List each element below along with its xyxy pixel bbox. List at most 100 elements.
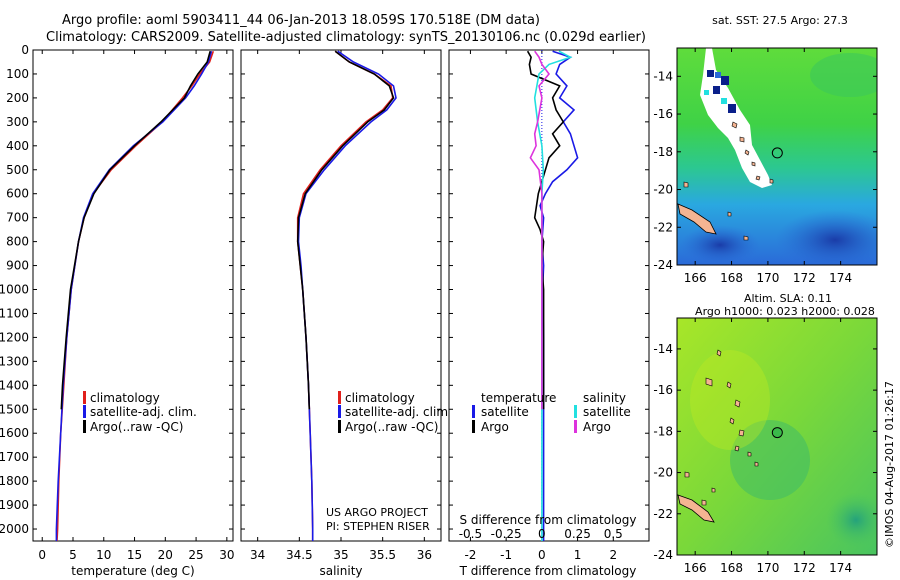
island-new-caledonia xyxy=(677,494,715,523)
sla-low-patch xyxy=(826,492,877,548)
legend-swatch-t-argo xyxy=(472,420,475,433)
figure-title-line-1: Argo profile: aoml 5903411_44 06-Jan-201… xyxy=(62,13,540,28)
x-tick-label: 15 xyxy=(127,548,142,562)
sla-map-title: Altim. SLA: 0.11 xyxy=(744,292,832,305)
lon-tick-label: 170 xyxy=(756,271,779,285)
sst-cool-patch xyxy=(680,225,760,265)
sst-no-data-mask xyxy=(700,48,772,188)
legend-swatch-climatology xyxy=(83,391,86,404)
x-tick-label: 20 xyxy=(158,548,173,562)
legend-label-argo: Argo(..raw -QC) xyxy=(90,420,183,434)
y-tick-label: 1900 xyxy=(0,498,29,512)
sla-map-subtitle: Argo h1000: 0.023 h2000: 0.028 xyxy=(695,305,875,318)
lon-tick-label: 172 xyxy=(793,271,816,285)
sla-map: Altim. SLA: 0.11 Argo h1000: 0.023 h2000… xyxy=(653,292,878,575)
lon-tick-label: 168 xyxy=(720,561,743,575)
argo-location-marker xyxy=(771,427,783,439)
legend-label-argo: Argo(..raw -QC) xyxy=(345,420,438,434)
sst-pixel xyxy=(721,76,729,85)
sst-map: sat. SST: 27.5 Argo: 27.3 -14 -16 -18 -20 -2… xyxy=(653,14,878,285)
series-line-s-argo xyxy=(529,50,551,410)
y-tick-label: 2000 xyxy=(0,522,29,536)
sst-pixel xyxy=(721,98,727,104)
sst-pixel xyxy=(704,90,709,95)
legend-swatch-climatology xyxy=(338,391,341,404)
pi-annotation: PI: STEPHEN RISER xyxy=(326,520,430,533)
lat-tick-label: -14 xyxy=(653,342,673,356)
lat-tick-label: -20 xyxy=(653,466,673,480)
x-tick-label: 34.5 xyxy=(286,548,313,562)
legend-label-satellite: satellite-adj. clim. xyxy=(90,405,197,419)
legend-swatch-satellite xyxy=(338,405,341,418)
sst-map-frame xyxy=(676,47,878,266)
sla-low-patch xyxy=(730,420,810,500)
legend-swatch-s-argo xyxy=(574,420,577,433)
legend-heading-temperature: temperature xyxy=(481,391,556,405)
island-new-caledonia xyxy=(677,203,717,235)
lat-tick-label: -18 xyxy=(653,424,673,438)
x-tick-label: 34 xyxy=(250,548,265,562)
y-tick-label: 200 xyxy=(6,91,29,105)
y-tick-label: 1500 xyxy=(0,402,29,416)
sla-high-patch xyxy=(690,350,770,450)
legend-label-t-argo: Argo xyxy=(481,420,509,434)
lat-tick-label: -22 xyxy=(653,507,673,521)
lat-tick-label: -20 xyxy=(653,183,673,197)
legend-label-satellite: satellite-adj. clim. xyxy=(345,405,452,419)
sst-cool-patch xyxy=(775,210,877,265)
sst-pixel xyxy=(715,72,721,78)
x-tick-label: -1 xyxy=(500,548,512,562)
sst-pixel xyxy=(713,86,720,94)
legend-label-climatology: climatology xyxy=(90,391,160,405)
difference-axes-frame xyxy=(448,49,650,542)
legend-label-s-argo: Argo xyxy=(583,420,611,434)
y-tick-label: 600 xyxy=(6,187,29,201)
x-tick-label: 0 xyxy=(538,548,546,562)
lon-tick-label: 166 xyxy=(684,561,707,575)
islands-vanuatu xyxy=(705,349,759,467)
s-tick-label: -0.25 xyxy=(491,527,522,541)
x-tick-label: 5 xyxy=(69,548,77,562)
lon-tick-label: 174 xyxy=(829,271,852,285)
islands-vanuatu xyxy=(731,121,774,184)
y-tick-label: 400 xyxy=(6,139,29,153)
legend-label-climatology: climatology xyxy=(345,391,415,405)
y-tick-label: 0 xyxy=(21,43,29,57)
s-tick-label: -0.5 xyxy=(459,527,482,541)
legend-swatch-s-satellite xyxy=(574,405,577,418)
s-diff-xlabel: S difference from climatology xyxy=(460,513,637,527)
x-tick-label: 0 xyxy=(38,548,46,562)
salinity-legend: climatology satellite-adj. clim. Argo(..… xyxy=(338,391,452,434)
x-tick-label: 25 xyxy=(188,548,203,562)
temperature-panel: 0100200300400500600700800900100011001200… xyxy=(0,43,234,578)
difference-legend: temperature salinity satellite Argo sate… xyxy=(472,391,631,434)
lat-tick-label: -18 xyxy=(653,145,673,159)
islands-loyalty xyxy=(684,471,716,506)
lat-tick-label: -16 xyxy=(653,107,673,121)
y-tick-label: 1200 xyxy=(0,330,29,344)
project-annotation: US ARGO PROJECT xyxy=(326,506,428,519)
lat-tick-label: -16 xyxy=(653,383,673,397)
y-tick-label: 1600 xyxy=(0,426,29,440)
series-line-argo-raw-qc xyxy=(296,50,395,410)
t-diff-xlabel: T difference from climatology xyxy=(459,564,637,578)
sst-map-title: sat. SST: 27.5 Argo: 27.3 xyxy=(712,14,848,27)
legend-heading-salinity: salinity xyxy=(583,391,626,405)
x-tick-label: 1 xyxy=(574,548,582,562)
y-tick-label: 500 xyxy=(6,163,29,177)
legend-swatch-argo xyxy=(83,420,86,433)
lon-tick-label: 172 xyxy=(793,561,816,575)
imos-timestamp: ©IMOS 04-Aug-2017 01:26:17 xyxy=(883,381,896,548)
salinity-xlabel: salinity xyxy=(319,564,362,578)
y-tick-label: 1300 xyxy=(0,354,29,368)
sst-pixel xyxy=(707,70,714,77)
legend-swatch-t-satellite xyxy=(472,405,475,418)
y-tick-label: 900 xyxy=(6,259,29,273)
y-tick-label: 100 xyxy=(6,67,29,81)
argo-location-marker xyxy=(771,147,783,159)
sla-map-frame xyxy=(676,317,878,556)
y-tick-label: 1400 xyxy=(0,378,29,392)
lat-tick-label: -24 xyxy=(653,258,673,272)
series-line-t-argo xyxy=(526,50,565,410)
